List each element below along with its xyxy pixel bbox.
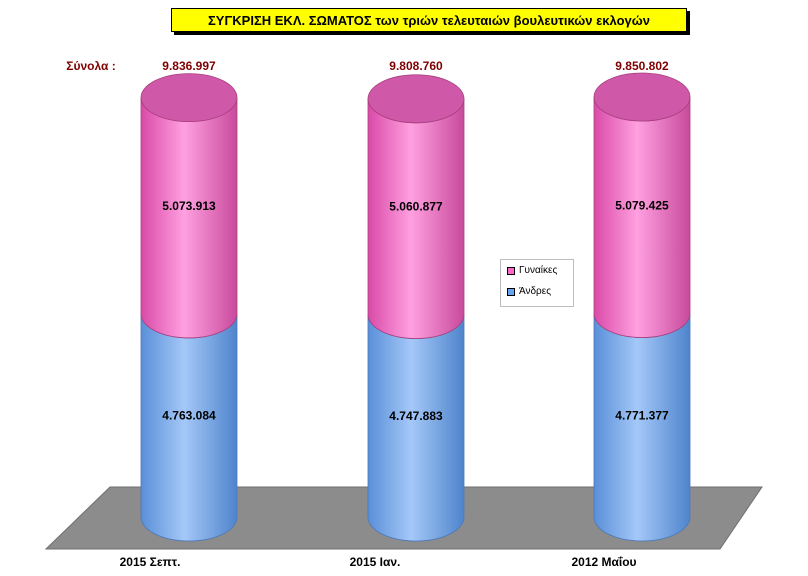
- bar-women-1: [367, 98, 465, 339]
- legend-swatch-men: [507, 287, 515, 296]
- totals-label: Σύνολα :: [66, 59, 115, 73]
- data-label-men-0: 4.763.084: [162, 408, 216, 422]
- bar-women-2: [593, 96, 691, 338]
- legend-label-men: Άνδρες: [519, 286, 552, 297]
- bar-women-0: [140, 97, 238, 339]
- category-label-2: 2012 Μαΐου: [571, 555, 636, 569]
- legend-item-men: Άνδρες: [507, 286, 551, 297]
- data-label-women-0: 5.073.913: [162, 199, 216, 213]
- total-label-0: 9.836.997: [162, 59, 216, 73]
- category-label-0: 2015 Σεπτ.: [120, 555, 181, 569]
- data-label-women-1: 5.060.877: [389, 200, 443, 214]
- bar-men-1: [367, 314, 465, 542]
- bar-top-1: [367, 74, 465, 124]
- data-label-men-2: 4.771.377: [615, 408, 669, 422]
- total-label-1: 9.808.760: [389, 59, 443, 73]
- bar-men-0: [140, 313, 238, 542]
- bar-top-0: [140, 73, 238, 122]
- category-label-1: 2015 Ιαν.: [350, 555, 401, 569]
- total-label-2: 9.850.802: [615, 59, 669, 73]
- legend-swatch-women: [507, 266, 515, 275]
- legend-label-women: Γυναίκες: [519, 265, 558, 276]
- data-label-women-2: 5.079.425: [615, 198, 669, 212]
- chart-title: ΣΥΓΚΡΙΣΗ ΕΚΛ. ΣΩΜΑΤΟΣ των τριών τελευται…: [171, 8, 687, 32]
- bar-men-2: [593, 313, 691, 542]
- legend-item-women: Γυναίκες: [507, 265, 557, 276]
- bar-top-2: [593, 72, 691, 122]
- legend: Γυναίκες Άνδρες: [500, 259, 574, 307]
- data-label-men-1: 4.747.883: [389, 409, 443, 423]
